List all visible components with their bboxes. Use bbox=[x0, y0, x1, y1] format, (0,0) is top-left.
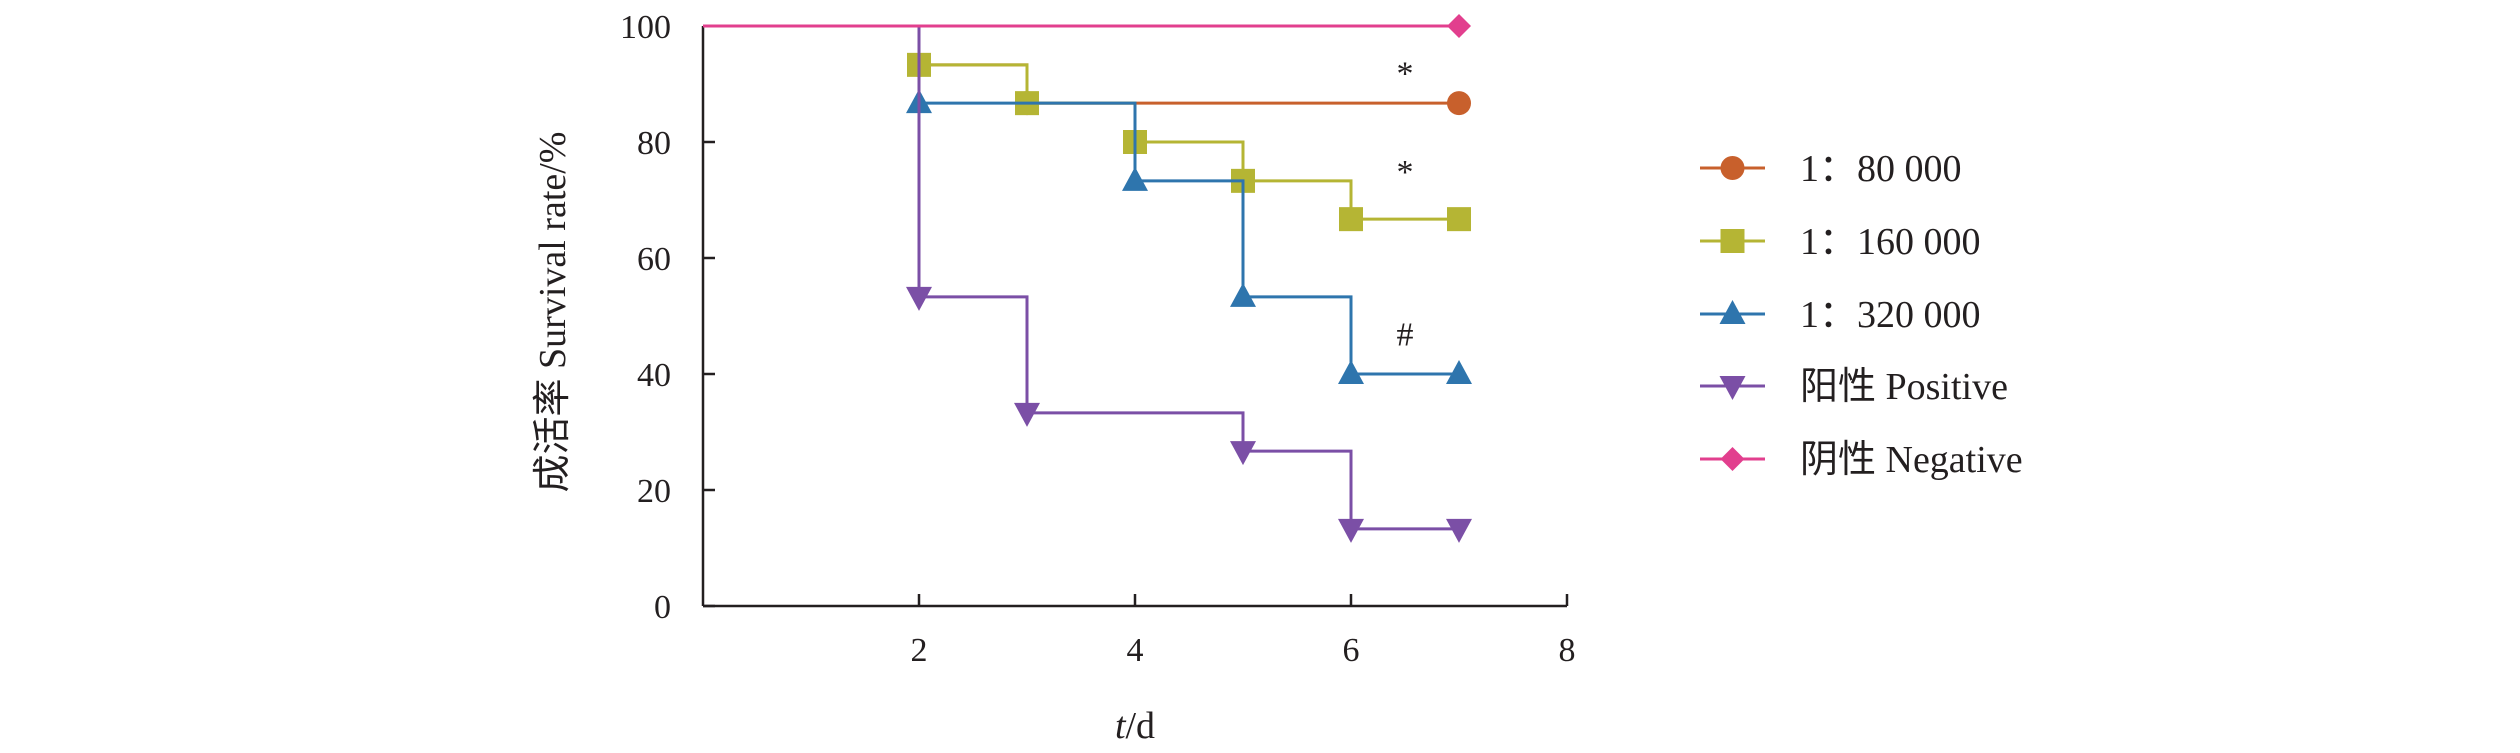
legend-label: 1：160 000 bbox=[1800, 221, 1981, 263]
legend-item: 1：160 000 bbox=[1700, 221, 1981, 263]
series-2-line bbox=[703, 24, 1459, 221]
significance-mark: * bbox=[1397, 154, 1414, 191]
series-3-line bbox=[703, 24, 1459, 376]
series-4-point bbox=[1338, 518, 1364, 543]
series-layer bbox=[703, 14, 1472, 543]
series-1-point bbox=[1447, 91, 1471, 116]
legend-label: 1：320 000 bbox=[1800, 294, 1981, 336]
x-axis-title-unit: /d bbox=[1126, 705, 1156, 747]
legend-swatch-marker bbox=[1720, 447, 1745, 471]
significance-mark: # bbox=[1397, 316, 1414, 353]
y-tick-label: 40 bbox=[637, 357, 671, 394]
legend-swatch-marker bbox=[1719, 376, 1746, 400]
x-axis-title: t/d bbox=[1115, 705, 1155, 747]
legend-item: 阴性 Negative bbox=[1700, 439, 2023, 481]
legend-swatch-marker bbox=[1720, 229, 1745, 253]
x-tick-label: 4 bbox=[1127, 632, 1144, 669]
legend: 1：80 000 1：160 000 1：320 000 阳性 Positive 阴性 … bbox=[1700, 148, 2023, 481]
series-4 bbox=[703, 24, 1472, 543]
legend-label: 阳性 Positive bbox=[1800, 366, 2008, 408]
series-4-point bbox=[906, 286, 932, 311]
legend-swatch-marker bbox=[1720, 156, 1745, 180]
series-3-point bbox=[1338, 360, 1364, 384]
legend-swatch-marker bbox=[1719, 300, 1746, 324]
legend-label: 1：80 000 bbox=[1800, 148, 1962, 190]
annotation-layer: * * # bbox=[1397, 55, 1414, 353]
series-2-point bbox=[1447, 207, 1471, 232]
series-3-point bbox=[1230, 282, 1256, 307]
series-4-point bbox=[1230, 441, 1256, 466]
legend-item: 阳性 Positive bbox=[1700, 366, 2008, 408]
y-axis-title: 成活率 Survival rate/% bbox=[532, 132, 574, 493]
series-4-point bbox=[1446, 518, 1472, 543]
y-tick-label: 100 bbox=[620, 9, 671, 46]
y-tick-label: 80 bbox=[637, 125, 671, 162]
series-3-point bbox=[1446, 360, 1472, 384]
series-2 bbox=[703, 24, 1471, 232]
series-1-line bbox=[703, 24, 1459, 105]
x-axis-title-variable: t bbox=[1115, 705, 1127, 747]
x-tick-label: 6 bbox=[1343, 632, 1360, 669]
series-4-line bbox=[703, 24, 1459, 531]
legend-item: 1：320 000 bbox=[1700, 294, 1981, 336]
legend-item: 1：80 000 bbox=[1700, 148, 1962, 190]
legend-label: 阴性 Negative bbox=[1800, 439, 2023, 481]
x-tick-label: 8 bbox=[1559, 632, 1576, 669]
series-5-point bbox=[1447, 14, 1471, 38]
y-tick-label: 60 bbox=[637, 241, 671, 278]
series-5 bbox=[703, 14, 1471, 38]
significance-mark: * bbox=[1397, 55, 1414, 92]
series-2-point bbox=[1339, 207, 1363, 232]
y-tick-label: 20 bbox=[637, 473, 671, 510]
x-tick-label: 2 bbox=[911, 632, 928, 669]
series-4-point bbox=[1014, 402, 1040, 427]
series-3-point bbox=[1122, 166, 1148, 191]
series-3 bbox=[703, 24, 1472, 384]
y-tick-label: 0 bbox=[654, 589, 671, 626]
